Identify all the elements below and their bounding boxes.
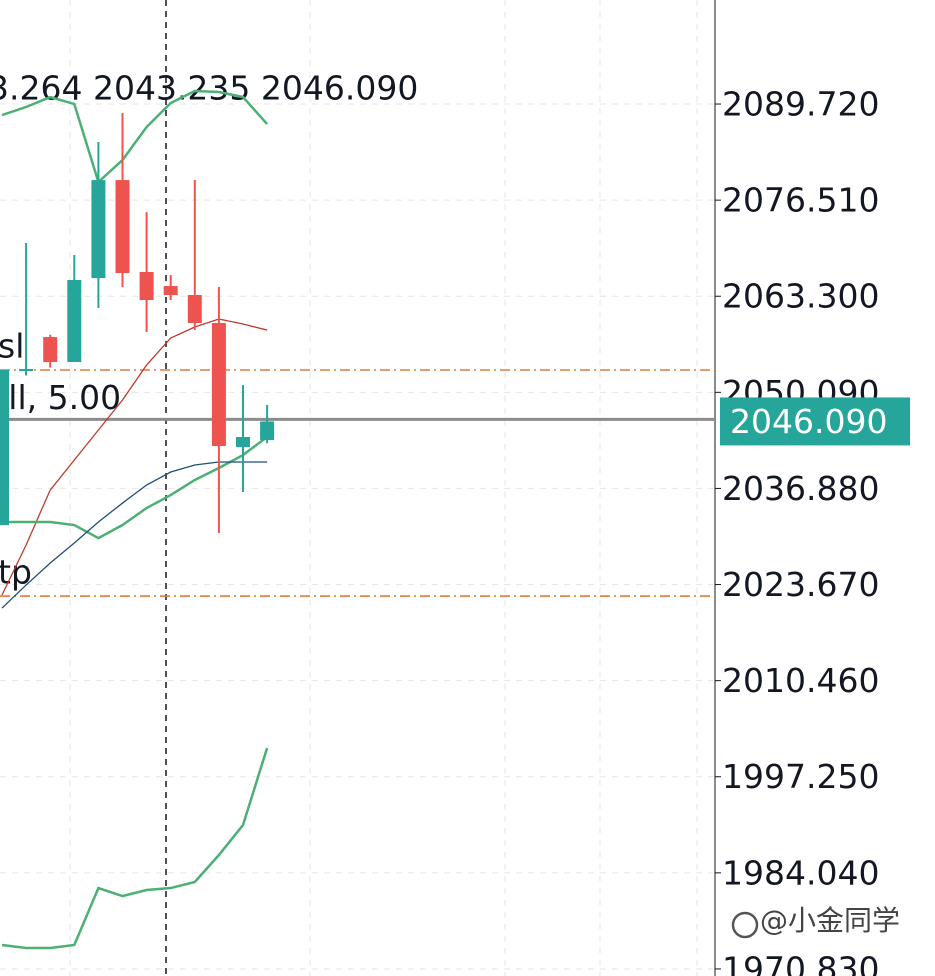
candle-body [260,421,275,441]
level-label: sl [0,327,24,366]
y-tick-label: 2023.670 [722,565,879,604]
y-tick-label: 2089.720 [722,85,879,124]
candle-body [91,180,106,279]
candle-body [67,280,82,362]
y-tick-label: 1970.830 [722,949,879,976]
candle-body [43,337,58,362]
level-label: tp [0,553,32,592]
candle-body [187,294,202,324]
watermark: @小金同学 [731,904,900,939]
candle-body [0,370,9,526]
y-tick-label: 2076.510 [722,181,879,220]
candle-body [139,272,154,301]
y-tick-label: 1984.040 [722,853,879,892]
price-box-label: 2046.090 [730,402,887,441]
y-tick-label: 2063.300 [722,277,879,316]
watermark-icon [731,911,759,939]
candle-body [115,180,130,274]
y-tick-label: 1997.250 [722,757,879,796]
indicator-line [1,318,268,596]
y-tick-label: 2010.460 [722,661,879,700]
indicator-line [1,747,269,950]
indicator-line [2,436,268,540]
position-label: ell, 5.00 [0,378,121,417]
y-tick-label: 2036.880 [722,469,879,508]
candle-body [236,437,250,448]
candle-body [163,286,178,295]
indicator-line [1,461,268,609]
ohlc-header: 3.264 2043.235 2046.090 [0,69,418,108]
candle-body [211,323,226,447]
watermark-text: @小金同学 [760,904,900,937]
price-box [720,397,910,446]
indicator-line [1,89,269,185]
candle-body [19,368,34,372]
